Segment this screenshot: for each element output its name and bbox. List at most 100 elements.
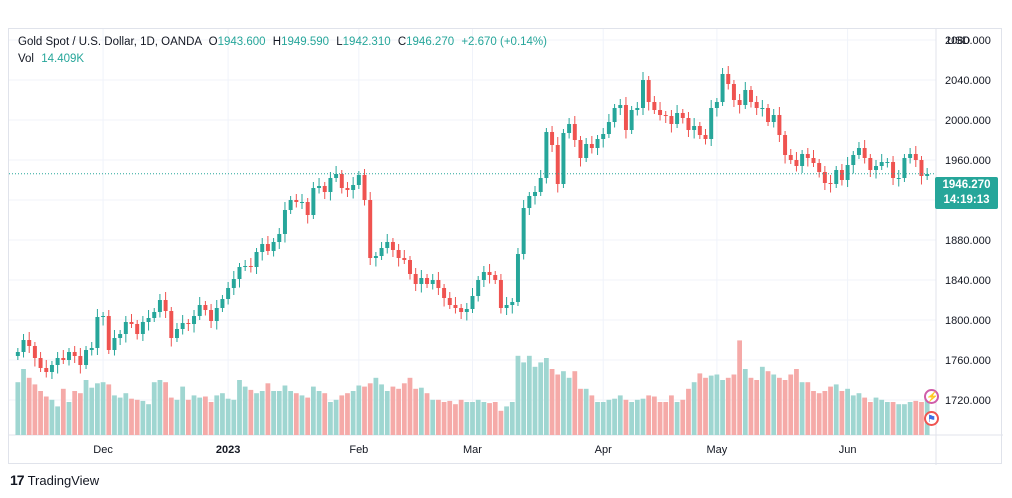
candle-body bbox=[652, 102, 657, 110]
candle-body bbox=[692, 126, 697, 130]
volume-bar bbox=[396, 388, 402, 435]
x-tick-label: Mar bbox=[463, 444, 482, 456]
candle-body bbox=[800, 154, 805, 166]
x-tick-label: 2023 bbox=[216, 444, 240, 456]
volume-bar bbox=[862, 397, 868, 435]
candle-body bbox=[396, 250, 401, 258]
candle-body bbox=[828, 183, 833, 184]
volume-label[interactable]: Vol bbox=[18, 53, 34, 65]
candle-body bbox=[436, 280, 441, 288]
volume-bar bbox=[333, 399, 339, 435]
bar-countdown: 14:19:13 bbox=[943, 194, 990, 206]
volume-bar bbox=[646, 395, 652, 435]
volume-bar bbox=[680, 399, 686, 435]
candle-body bbox=[231, 279, 236, 288]
candle-body bbox=[658, 110, 663, 115]
volume-bar bbox=[168, 397, 174, 435]
volume-bar bbox=[322, 393, 328, 435]
volume-bar bbox=[66, 402, 72, 435]
volume-bar bbox=[822, 391, 828, 435]
x-tick-label: May bbox=[706, 444, 727, 456]
candle-body bbox=[368, 200, 373, 258]
volume-bar bbox=[242, 386, 248, 435]
candle-body bbox=[908, 154, 913, 158]
candle-body bbox=[112, 338, 117, 350]
candle-body bbox=[351, 185, 356, 190]
y-tick-label: 2000.000 bbox=[945, 115, 991, 127]
volume-bar bbox=[288, 391, 294, 435]
candle-body bbox=[521, 208, 526, 254]
volume-bar bbox=[362, 386, 367, 435]
candle-body bbox=[407, 260, 412, 274]
volume-bar bbox=[731, 374, 737, 435]
volume-bar bbox=[384, 391, 390, 435]
candle-body bbox=[32, 346, 37, 358]
volume-bar bbox=[902, 404, 907, 435]
y-tick-label: 1960.000 bbox=[945, 155, 991, 167]
candle-body bbox=[226, 288, 231, 299]
volume-bar bbox=[515, 355, 521, 435]
candle-body bbox=[845, 165, 850, 180]
candle-body bbox=[601, 134, 606, 139]
volume-bar bbox=[220, 393, 225, 435]
volume-bar bbox=[413, 388, 419, 435]
candle-body bbox=[379, 248, 384, 256]
candle-body bbox=[714, 102, 719, 108]
volume-bar bbox=[208, 402, 214, 435]
volume-bar bbox=[60, 388, 66, 435]
candle-body bbox=[817, 163, 822, 172]
lightning-icon[interactable]: ⚡ bbox=[924, 389, 939, 404]
candle-body bbox=[237, 267, 242, 279]
volume-bar bbox=[140, 400, 146, 435]
chart-canvas[interactable]: 1720.000 1760.000 1800.000 1840.000 1880.000… bbox=[9, 29, 1003, 465]
candle-body bbox=[174, 329, 179, 338]
volume-bar bbox=[129, 398, 134, 435]
candle-body bbox=[538, 178, 543, 192]
volume-bar bbox=[282, 385, 288, 435]
candle-body bbox=[362, 175, 367, 200]
candle-body bbox=[356, 175, 361, 185]
volume-bar bbox=[833, 384, 839, 435]
volume-bar bbox=[879, 399, 885, 435]
candle-body bbox=[254, 252, 259, 267]
calendar-flag-icon[interactable]: ⚑ bbox=[924, 411, 939, 426]
volume-bar bbox=[254, 393, 259, 435]
volume-bar bbox=[657, 402, 663, 435]
currency-label[interactable]: USD bbox=[947, 35, 971, 47]
candle-body bbox=[425, 278, 430, 284]
candle-body bbox=[38, 358, 43, 368]
volume-bar bbox=[43, 396, 49, 435]
candle-body bbox=[55, 358, 60, 365]
volume-bar bbox=[504, 406, 509, 435]
candle-body bbox=[669, 116, 674, 124]
candle-body bbox=[95, 317, 100, 348]
volume-bar bbox=[310, 386, 316, 435]
volume-bar bbox=[651, 396, 657, 435]
last-price-tag: 1946.270 14:19:13 bbox=[935, 177, 998, 209]
volume-bar bbox=[117, 397, 123, 435]
tradingview-logo[interactable]: 17 TradingView bbox=[10, 472, 99, 488]
candle-body bbox=[726, 74, 731, 84]
candle-body bbox=[487, 272, 492, 275]
candle-body bbox=[646, 80, 651, 102]
volume-bar bbox=[191, 395, 197, 435]
volume-bar bbox=[782, 380, 788, 435]
volume-bar bbox=[492, 402, 498, 435]
candle-body bbox=[311, 188, 316, 215]
volume-bar bbox=[612, 398, 617, 435]
volume-bar bbox=[640, 398, 646, 435]
logo-text: TradingView bbox=[27, 472, 100, 488]
volume-bar bbox=[390, 386, 396, 435]
candle-body bbox=[851, 155, 856, 165]
candle-body bbox=[902, 158, 907, 178]
candle-body bbox=[527, 196, 532, 208]
volume-bar bbox=[21, 369, 26, 435]
symbol-legend: Gold Spot / U.S. Dollar, 1D, OANDA O1943… bbox=[18, 36, 547, 48]
candle-body bbox=[282, 210, 287, 234]
symbol-name[interactable]: Gold Spot / U.S. Dollar, 1D, OANDA bbox=[18, 36, 202, 48]
volume-bar bbox=[509, 402, 515, 435]
candle-body bbox=[72, 352, 77, 356]
candle-body bbox=[862, 148, 867, 158]
volume-bar bbox=[151, 382, 157, 435]
candle-body bbox=[743, 90, 748, 105]
